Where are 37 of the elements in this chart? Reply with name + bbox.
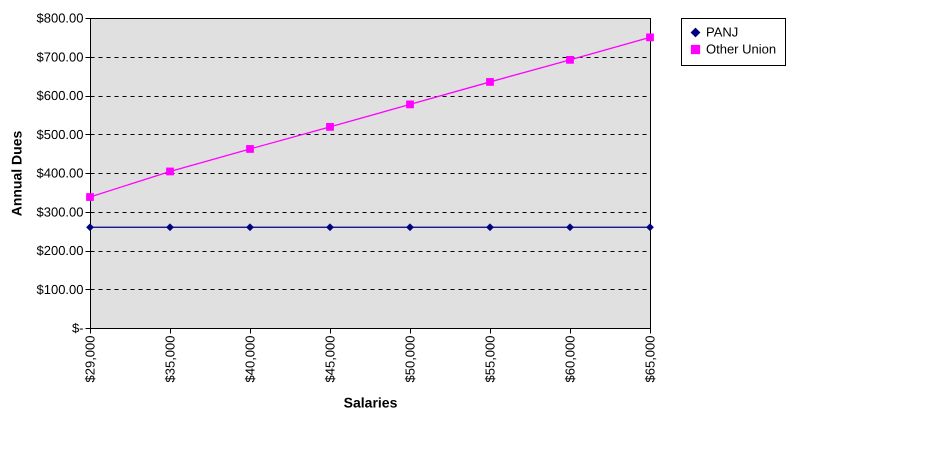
x-axis-title: Salaries [344, 394, 398, 410]
y-tick-label: $100.00 [36, 282, 84, 297]
y-tick-label: $500.00 [36, 126, 84, 142]
point [566, 56, 574, 64]
x-tick-label: $60,000 [562, 336, 578, 382]
point [166, 168, 174, 176]
legend-label: Other Union [706, 42, 776, 56]
y-tick-label: $800.00 [36, 10, 84, 26]
x-tick-label: $65,000 [642, 336, 658, 382]
point [406, 100, 414, 108]
point [646, 34, 654, 42]
y-tick-label: $- [72, 320, 84, 336]
y-tick-label: $600.00 [36, 88, 84, 103]
y-tick-label: $300.00 [36, 204, 84, 220]
point [86, 193, 94, 201]
point [406, 223, 414, 232]
point [486, 78, 494, 86]
point [246, 223, 254, 232]
y-tick-label: $400.00 [36, 166, 84, 180]
point [166, 223, 174, 232]
x-tick-label: $55,000 [482, 336, 498, 382]
y-tick-label: $200.00 [36, 243, 84, 258]
x-tick-label: $35,000 [162, 336, 178, 382]
point [326, 123, 334, 131]
x-tick-label: $50,000 [402, 336, 418, 382]
point [566, 223, 574, 232]
x-tick-label: $40,000 [242, 336, 258, 382]
y-axis-title: Annual Dues [8, 130, 25, 216]
point [86, 223, 94, 232]
point [246, 145, 254, 153]
x-tick-label: $29,000 [82, 336, 98, 382]
legend-label: PANJ [706, 24, 738, 40]
x-tick-label: $45,000 [322, 336, 338, 382]
point [326, 223, 334, 232]
point [486, 223, 494, 232]
point [646, 223, 654, 232]
y-tick-label: $700.00 [36, 49, 84, 64]
